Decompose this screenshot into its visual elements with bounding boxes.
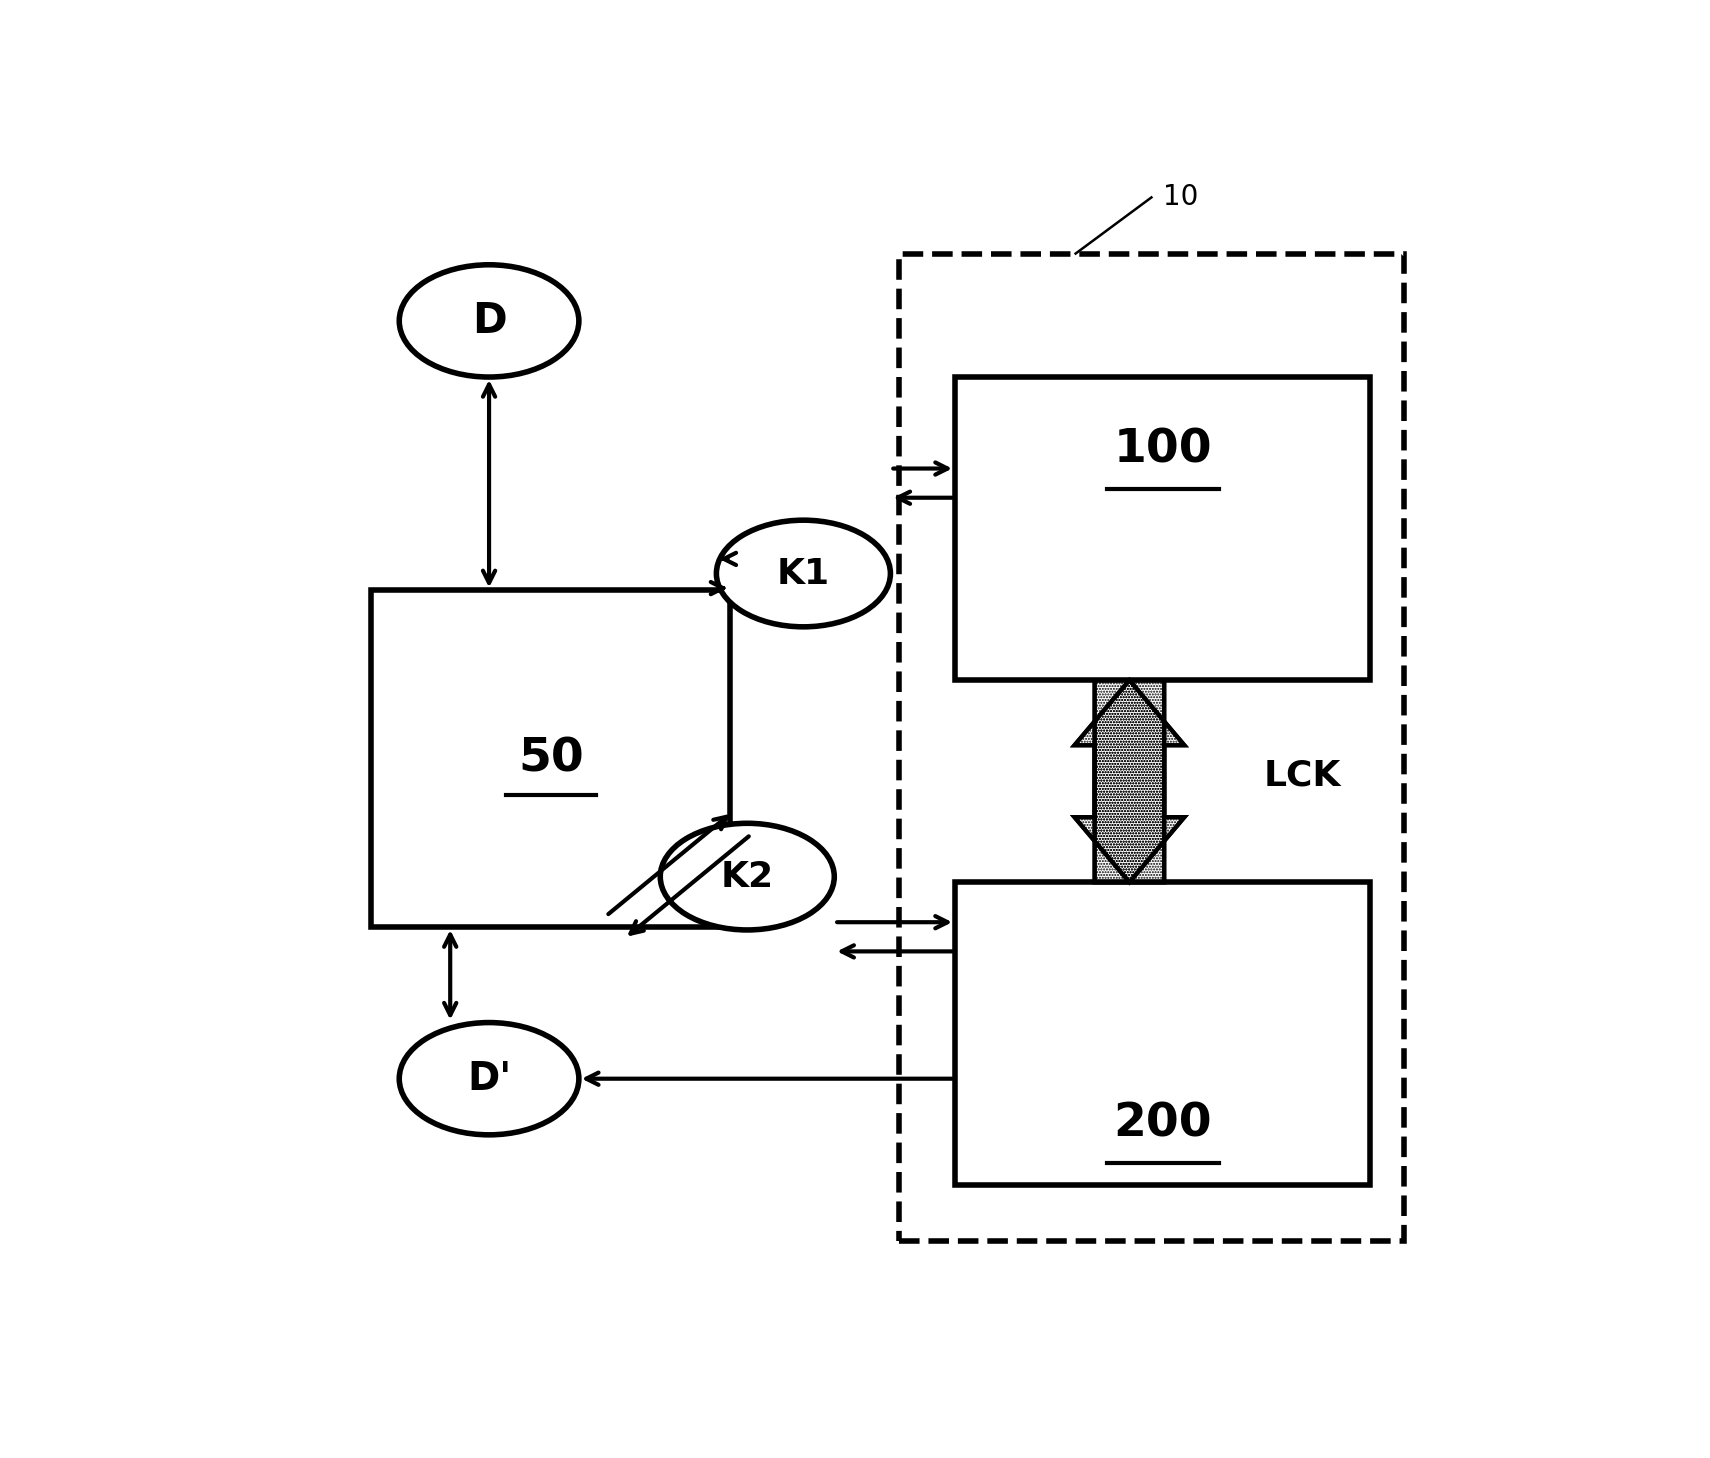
Ellipse shape <box>398 265 580 378</box>
Text: D: D <box>472 300 506 343</box>
Ellipse shape <box>716 521 891 627</box>
Bar <box>371 590 730 927</box>
Text: K2: K2 <box>720 860 775 894</box>
Text: D': D' <box>467 1060 511 1098</box>
Text: K1: K1 <box>776 557 829 590</box>
Text: 50: 50 <box>518 736 583 781</box>
Bar <box>954 882 1370 1185</box>
Bar <box>899 254 1404 1242</box>
Text: 100: 100 <box>1113 427 1212 472</box>
Text: 200: 200 <box>1113 1101 1212 1146</box>
Ellipse shape <box>660 824 834 930</box>
Text: LCK: LCK <box>1264 758 1341 793</box>
Bar <box>954 378 1370 679</box>
Ellipse shape <box>398 1022 580 1134</box>
Text: 10: 10 <box>1163 184 1199 211</box>
